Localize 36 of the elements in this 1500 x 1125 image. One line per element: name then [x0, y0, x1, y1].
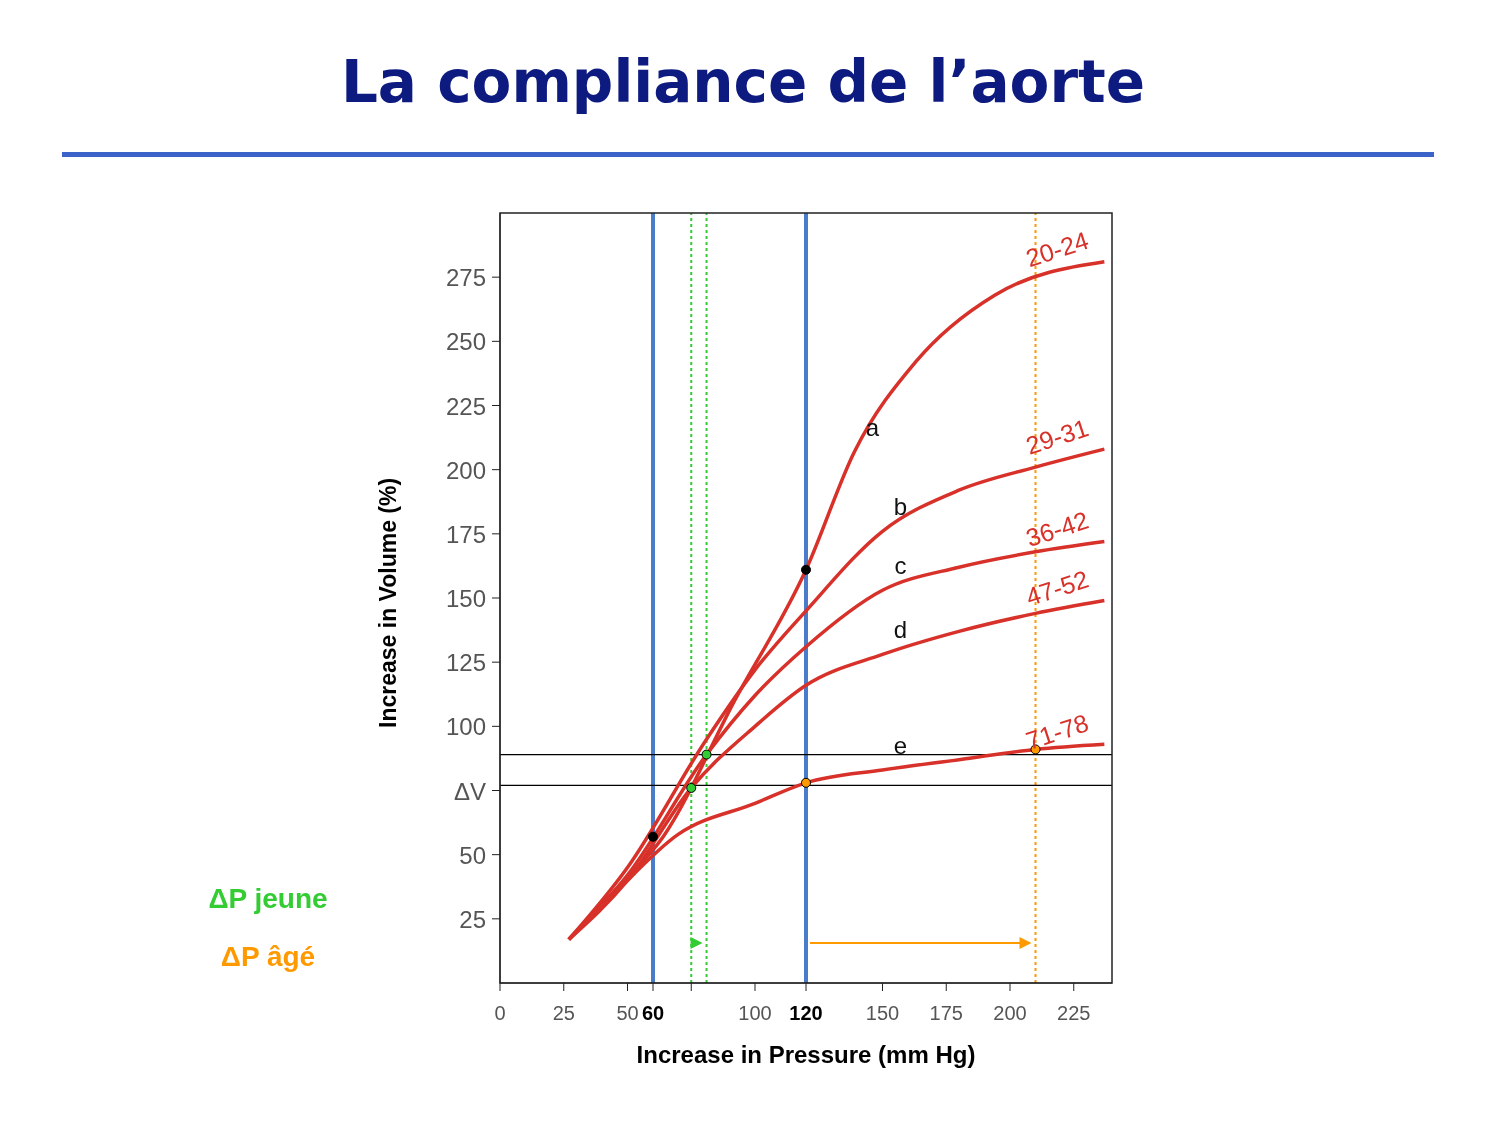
x-tick-label: 200 — [993, 1002, 1027, 1024]
text: 29-31 — [1022, 413, 1092, 460]
annotation: e — [893, 731, 908, 759]
annotation: d — [893, 616, 908, 644]
text: 20-24 — [1022, 225, 1092, 273]
x-tick-label: 120 — [789, 1002, 823, 1024]
text: 47-52 — [1022, 564, 1092, 612]
x-tick-label: 150 — [865, 1002, 900, 1024]
x-tick-label: 0 — [494, 1002, 506, 1024]
y-tick-label: 125 — [445, 649, 486, 677]
x-tick-label: 25 — [552, 1002, 575, 1024]
y-axis-title: Increase in Volume (%) — [375, 477, 402, 728]
x-tick-label: 100 — [738, 1002, 772, 1024]
y-tick-label: 150 — [445, 585, 486, 612]
text: ΔP âgé — [220, 941, 316, 972]
x-tick-label: 50 — [616, 1002, 639, 1024]
y-tick-label: 275 — [445, 264, 486, 292]
annotation: a — [865, 413, 880, 441]
x-tick-label: 175 — [929, 1002, 963, 1024]
y-tick-label: 100 — [445, 713, 486, 741]
y-tick-label: 50 — [459, 841, 486, 869]
annotation: b — [893, 493, 908, 521]
x-tick-label: 225 — [1057, 1002, 1091, 1024]
y-tick-label: 200 — [445, 456, 486, 484]
x-axis-title: Increase in Pressure (mm Hg) — [636, 1041, 976, 1068]
y-tick-label: ΔV — [453, 777, 486, 805]
x-tick-label: 60 — [641, 1002, 665, 1024]
annotation: c — [894, 552, 907, 580]
y-tick-label: 25 — [459, 905, 486, 933]
y-tick-label: 225 — [445, 392, 486, 420]
text: 71-78 — [1022, 708, 1092, 755]
y-tick-label: 175 — [445, 520, 486, 548]
text: ΔP jeune — [208, 883, 328, 914]
y-tick-label: 250 — [445, 328, 486, 356]
chart-title: La compliance de l’aorte — [339, 48, 1147, 116]
text: 36-42 — [1022, 505, 1092, 553]
